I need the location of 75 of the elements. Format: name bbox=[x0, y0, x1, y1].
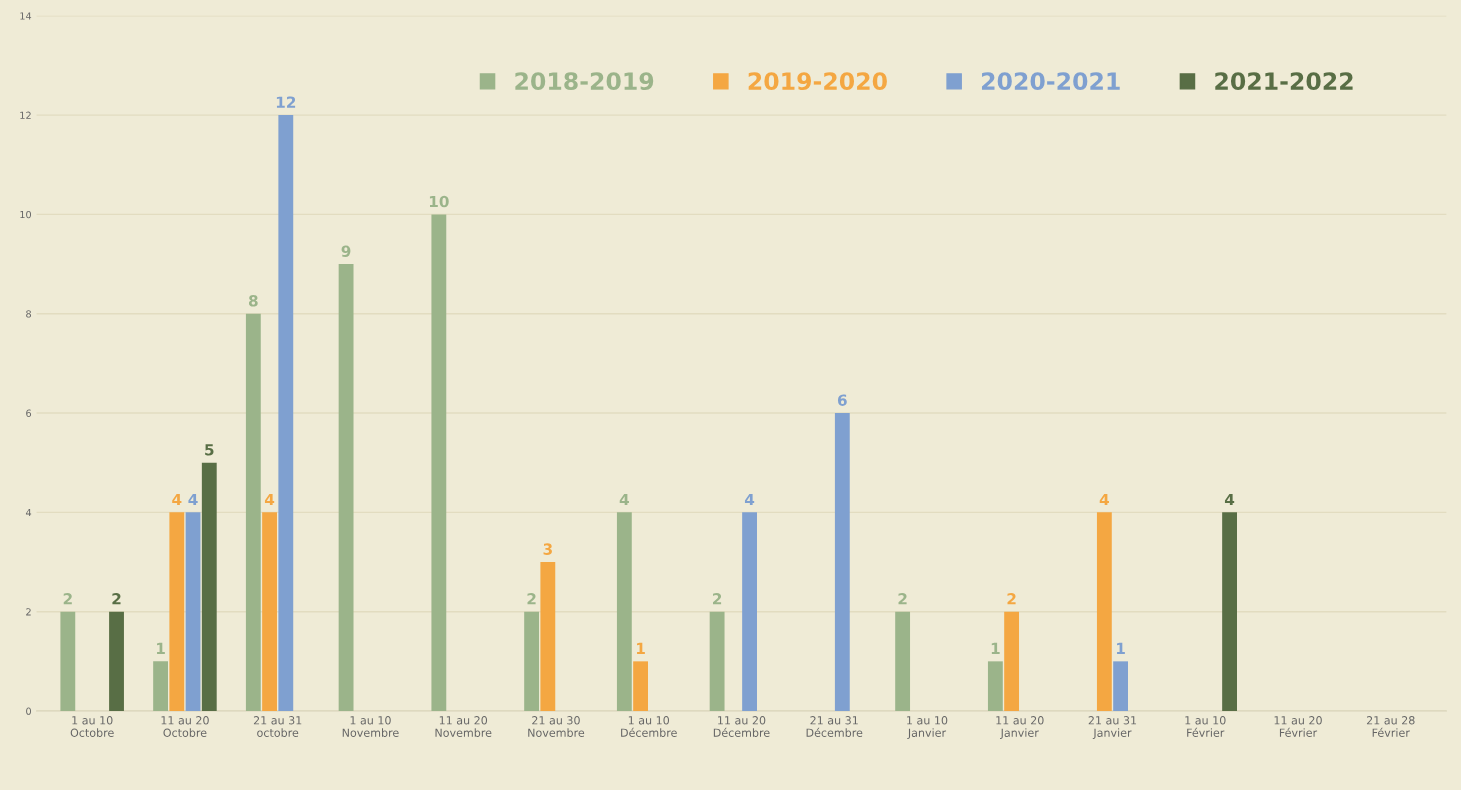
bar bbox=[742, 512, 757, 711]
bar bbox=[245, 313, 261, 711]
x-tick-label: 11 au 20 Novembre bbox=[435, 716, 492, 737]
y-tick-label: 6 bbox=[26, 409, 32, 417]
x-tick-label: 1 au 10 Février bbox=[1185, 716, 1226, 737]
data-label: 4 bbox=[188, 493, 198, 506]
x-tick-label: 11 au 20 Janvier bbox=[996, 716, 1044, 739]
data-label: 3 bbox=[543, 543, 552, 555]
data-label: 4 bbox=[744, 493, 755, 506]
data-label: 2 bbox=[63, 593, 72, 605]
x-tick-label: 21 au 28 Février bbox=[1366, 716, 1415, 737]
bar bbox=[895, 611, 911, 711]
y-tick-label: 8 bbox=[26, 310, 31, 318]
bar bbox=[834, 413, 850, 711]
data-label: 4 bbox=[264, 493, 275, 506]
bar bbox=[616, 512, 632, 711]
bar bbox=[987, 661, 1003, 711]
data-label: 5 bbox=[205, 444, 214, 456]
bar bbox=[169, 512, 185, 711]
x-tick-label: 1 au 10 Janvier bbox=[907, 716, 948, 739]
y-tick-label: 10 bbox=[20, 210, 32, 219]
data-label: 8 bbox=[248, 295, 258, 307]
bar bbox=[201, 462, 217, 711]
bar bbox=[524, 611, 540, 711]
legend-label: 2019-2020 bbox=[748, 72, 887, 91]
bar bbox=[262, 512, 277, 711]
bar bbox=[1096, 512, 1112, 711]
data-label: 12 bbox=[276, 96, 296, 108]
legend-label: 2018-2019 bbox=[515, 72, 654, 91]
x-tick-label: 1 au 10 Novembre bbox=[342, 716, 399, 737]
bar bbox=[109, 611, 124, 711]
bar bbox=[540, 562, 556, 711]
x-tick-label: 21 au 31 octobre bbox=[253, 716, 302, 737]
x-tick-label: 21 au 31 Janvier bbox=[1088, 716, 1137, 739]
legend-label: 2021-2022 bbox=[1215, 72, 1353, 91]
x-tick-label: 21 au 30 Novembre bbox=[528, 716, 585, 737]
x-tick-label: 11 au 20 Octobre bbox=[161, 716, 209, 737]
bar bbox=[338, 264, 354, 711]
data-label: 10 bbox=[429, 195, 449, 208]
data-label: 2 bbox=[527, 593, 536, 605]
legend-label: 2020-2021 bbox=[981, 72, 1120, 91]
bar bbox=[153, 661, 168, 711]
bar bbox=[1113, 661, 1129, 711]
data-label: 1 bbox=[156, 642, 165, 654]
data-label: 4 bbox=[1224, 493, 1235, 506]
bar bbox=[185, 512, 201, 711]
x-tick-label: 1 au 10 Décembre bbox=[621, 716, 677, 737]
data-label: 4 bbox=[1099, 493, 1109, 506]
bar bbox=[633, 661, 649, 711]
x-tick-label: 21 au 31 Décembre bbox=[806, 716, 863, 737]
data-label: 4 bbox=[172, 493, 182, 506]
data-label: 6 bbox=[837, 394, 847, 406]
x-tick-label: 11 au 20 Décembre bbox=[713, 716, 770, 737]
x-tick-label: 11 au 20 Février bbox=[1274, 716, 1322, 737]
data-label: 2 bbox=[112, 593, 121, 605]
data-label: 1 bbox=[991, 642, 1000, 654]
data-label: 9 bbox=[341, 245, 351, 257]
bar bbox=[278, 115, 294, 711]
bar bbox=[431, 214, 447, 711]
data-label: 1 bbox=[1117, 642, 1125, 654]
y-tick-label: 12 bbox=[20, 111, 31, 119]
y-tick-label: 14 bbox=[20, 12, 32, 20]
bar bbox=[709, 611, 725, 711]
x-tick-label: 1 au 10 Octobre bbox=[70, 716, 114, 737]
y-tick-label: 2 bbox=[26, 608, 31, 616]
data-label: 2 bbox=[713, 593, 722, 605]
data-label: 1 bbox=[637, 642, 645, 654]
data-label: 2 bbox=[898, 593, 907, 605]
y-tick-label: 0 bbox=[26, 707, 32, 715]
data-label: 4 bbox=[619, 493, 629, 506]
data-label: 2 bbox=[1007, 593, 1016, 605]
bar bbox=[1222, 512, 1237, 711]
y-tick-label: 4 bbox=[25, 508, 32, 517]
bar bbox=[1004, 611, 1020, 711]
bar bbox=[60, 611, 76, 711]
